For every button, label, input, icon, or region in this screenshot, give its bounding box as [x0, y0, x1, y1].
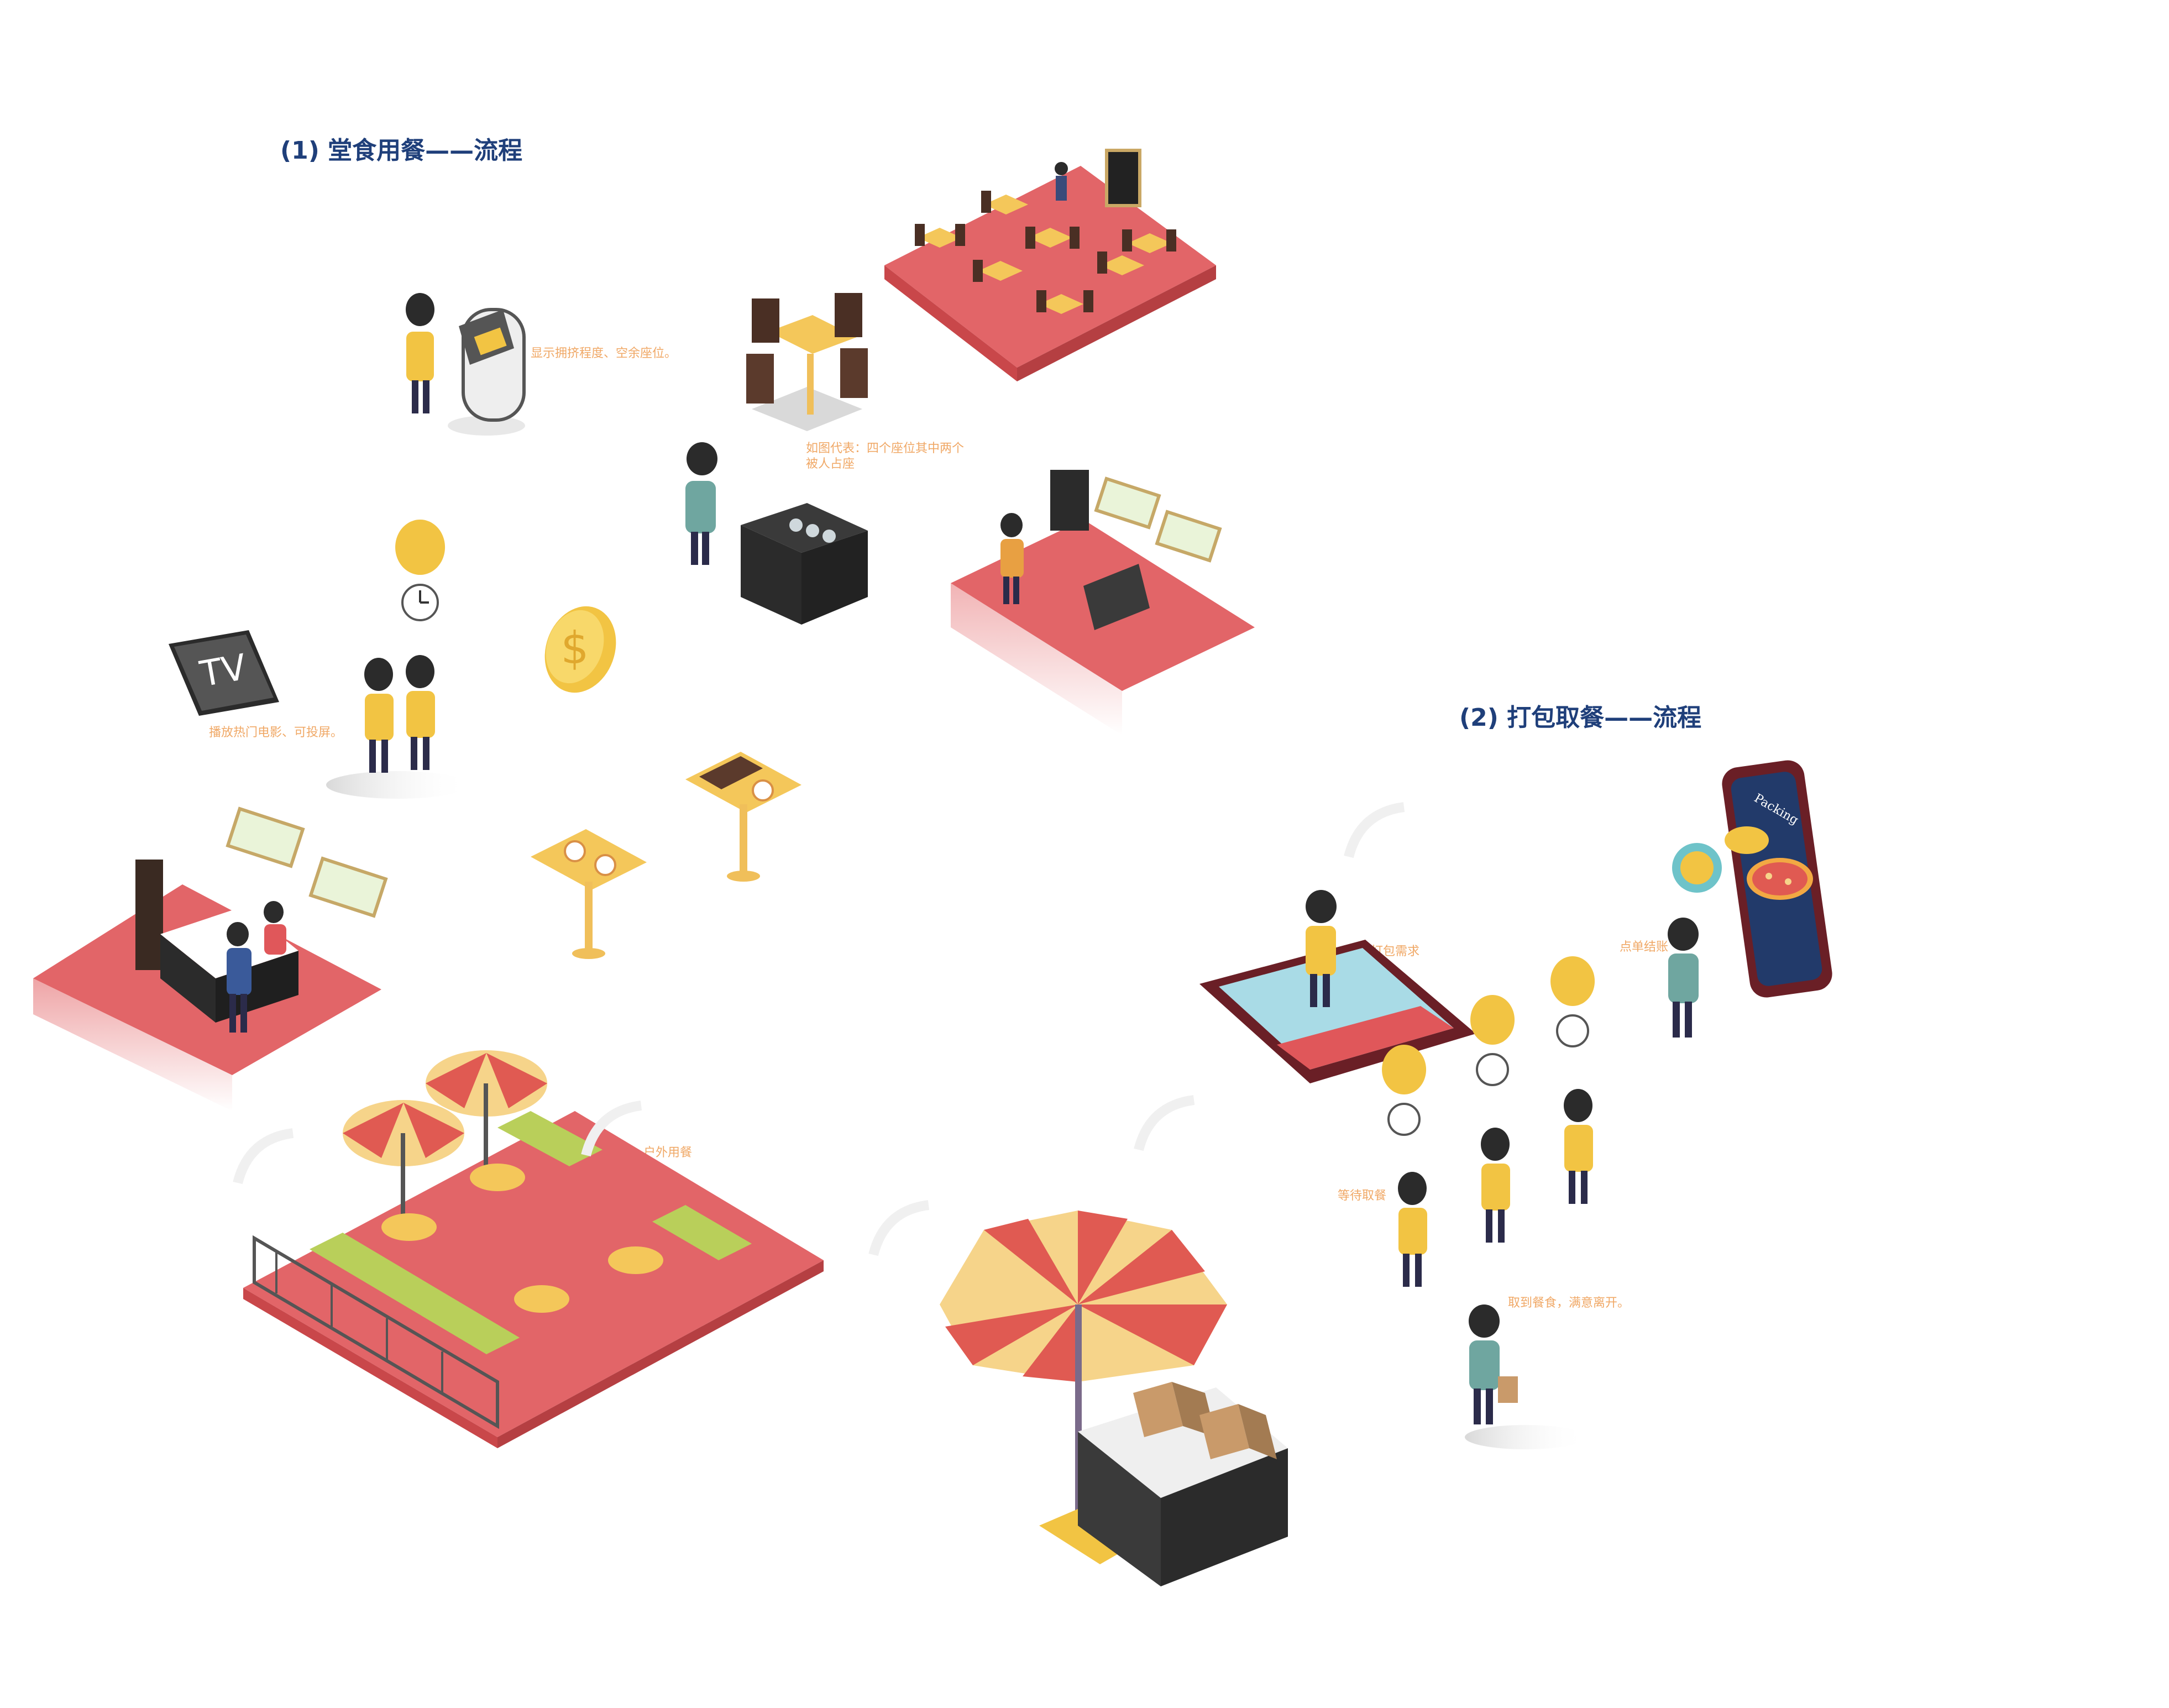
customer-ordering: [227, 922, 252, 1033]
waiting-queue: [1382, 956, 1595, 1287]
person-ordering-app: [1668, 918, 1699, 1038]
takeout-process-title: (2) 打包取餐——流程: [1459, 704, 1702, 732]
tv-screen-label: TV: [197, 647, 250, 695]
waiting-note: 等待取餐: [1338, 1189, 1387, 1203]
outdoor-terrace: [243, 1050, 824, 1448]
takeout-cart: [940, 1211, 1288, 1586]
kiosk-scene: [406, 293, 526, 436]
tv-note: 播放热门电影、可投屏。: [209, 726, 343, 740]
small-table-left: [531, 829, 647, 959]
umbrella-icon-2: [426, 1050, 547, 1188]
person-waiting-right: [406, 655, 435, 770]
tv-icon: TV: [169, 630, 279, 716]
person-at-counter: [1000, 513, 1024, 604]
crowd-display-note: 显示拥挤程度、空余座位。: [531, 347, 677, 360]
order-counter-area: [33, 806, 388, 1111]
smartphone-icon: [1199, 940, 1476, 1083]
table-four-seats: [746, 293, 868, 431]
person-queue-2: [1481, 1128, 1510, 1243]
person-queue-1: [1398, 1172, 1427, 1287]
clock-icon: [395, 520, 446, 621]
umbrella-icon: [343, 1100, 464, 1233]
cashier-person: [264, 901, 286, 955]
small-table-right: [685, 752, 801, 882]
svg-text:$: $: [561, 622, 589, 674]
waiting-pair: [326, 520, 470, 799]
diner-person: [1055, 162, 1068, 201]
leave-satisfied-note: 取到餐食，满意离开。: [1508, 1296, 1630, 1310]
clock-icon: [1550, 956, 1595, 1047]
umbrella-icon-large: [940, 1211, 1227, 1526]
person-at-kiosk: [406, 293, 434, 413]
dining-floor-area: [884, 149, 1216, 381]
person-need-takeout: [1306, 890, 1337, 1007]
phone-app: Packing: [1672, 760, 1832, 998]
paper-bag-icon: [1498, 1376, 1518, 1403]
coin-icon: $: [544, 606, 616, 693]
dine-in-process-title: (1) 堂食用餐——流程: [280, 137, 523, 165]
person-queue-3: [1564, 1089, 1593, 1204]
person-leaving: [1465, 1304, 1586, 1449]
food-counter-area: [951, 470, 1255, 735]
seat-occupancy-note: 如图代表：四个座位其中两个被人占座: [806, 442, 965, 471]
person-with-tray: [685, 442, 717, 565]
clock-icon: [1382, 1044, 1427, 1136]
decorative-clouds: [233, 802, 1405, 1256]
pizza-icon: [1747, 858, 1813, 900]
drink-station: [685, 442, 868, 625]
paper-bag-icon-2: [1199, 1404, 1277, 1459]
clock-icon: [1470, 994, 1515, 1086]
coin-bubble-icon: [1672, 843, 1722, 893]
order-pay-note: 点单结账: [1620, 940, 1669, 954]
person-waiting-left: [364, 658, 394, 773]
kiosk-icon: [459, 308, 526, 422]
